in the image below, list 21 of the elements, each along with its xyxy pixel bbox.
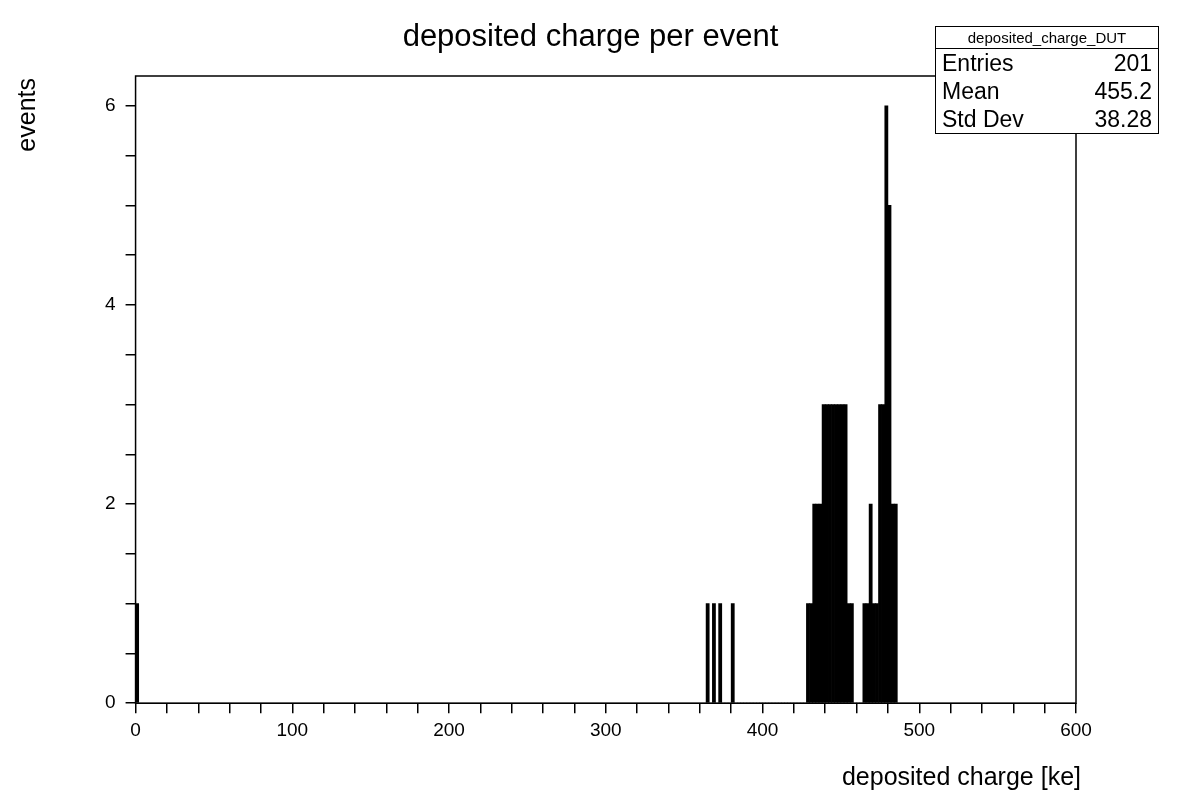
chart-title: deposited charge per event xyxy=(402,18,779,53)
y-tick-label: 2 xyxy=(104,492,116,514)
annotation: Entries xyxy=(942,49,1014,77)
text: 201 xyxy=(1113,49,1152,77)
y-tick-label: 4 xyxy=(104,293,116,315)
x-tick-label: 500 xyxy=(903,718,936,740)
annotation: Mean xyxy=(942,77,1000,105)
text: 38.28 xyxy=(1094,105,1152,133)
x-tick-label: 100 xyxy=(276,718,309,740)
y-tick-label: 6 xyxy=(104,94,116,116)
x-tick-label: 400 xyxy=(746,718,779,740)
x-tick-label: 600 xyxy=(1060,718,1092,740)
x-tick-label: 300 xyxy=(589,718,622,740)
text: deposited_charge_DUT xyxy=(936,27,1158,49)
text: 455.2 xyxy=(1094,77,1152,105)
x-axis-title: deposited charge [ke] xyxy=(841,762,1081,791)
x-tick-label: 0 xyxy=(130,718,141,740)
y-tick-label: 0 xyxy=(104,691,116,713)
annotation: Std Dev xyxy=(942,105,1024,133)
x-tick-label: 200 xyxy=(433,718,465,740)
y-axis-title: events xyxy=(12,78,41,152)
